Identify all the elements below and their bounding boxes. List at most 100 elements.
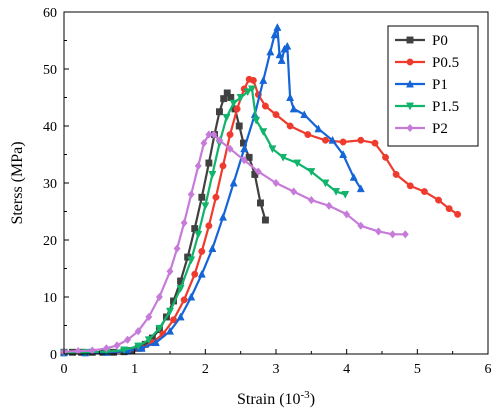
data-point-p0-5 <box>226 131 234 139</box>
data-point-p1-5 <box>165 307 175 316</box>
data-point-p1-5 <box>268 145 277 154</box>
data-point-p1-5 <box>279 153 288 162</box>
data-point-p0-5 <box>249 76 257 84</box>
series-p2 <box>60 130 409 356</box>
data-point-p0 <box>216 108 223 116</box>
data-point-p1-5 <box>176 285 185 293</box>
data-point-p2 <box>124 335 132 344</box>
data-point-p1-5 <box>321 179 330 188</box>
data-point-p1 <box>197 269 206 278</box>
data-point-p2 <box>401 230 409 239</box>
data-point-p1 <box>218 212 228 221</box>
data-point-p0 <box>235 122 243 130</box>
legend-box <box>387 25 479 147</box>
series-line-p0 <box>64 91 267 354</box>
data-point-p1 <box>240 144 249 153</box>
data-point-p0 <box>205 159 213 167</box>
series-p0 <box>60 89 269 356</box>
data-point-p0-5 <box>322 136 329 144</box>
data-point-p2 <box>102 344 110 353</box>
x-tick-label: 6 <box>485 362 492 377</box>
legend-item-p1: P1 <box>395 77 448 93</box>
data-point-p0-5 <box>205 222 213 230</box>
legend-marker <box>406 123 414 133</box>
data-point-p0-5 <box>272 111 280 119</box>
data-point-p0 <box>191 225 199 233</box>
data-point-p1 <box>137 343 146 352</box>
x-tick-label: 4 <box>343 362 350 377</box>
data-point-p2 <box>240 156 248 165</box>
data-point-p2 <box>205 130 213 139</box>
data-point-p0 <box>261 216 269 224</box>
data-point-p1 <box>208 244 217 252</box>
legend-label: P1 <box>432 77 448 93</box>
data-point-p0-5 <box>357 136 365 144</box>
data-point-p1-5 <box>155 324 164 333</box>
legend: P0 P0.5 P1 P1.5 P2 <box>387 25 479 147</box>
x-axis-label-suffix: ) <box>310 391 315 408</box>
data-point-p1-5 <box>120 346 129 355</box>
data-point-p0-5 <box>180 296 188 304</box>
data-point-p2 <box>389 230 397 239</box>
data-point-p1-5 <box>341 190 350 199</box>
y-axis-label: Sterss (MPa) <box>9 141 26 224</box>
y-tick-label: 0 <box>50 348 57 363</box>
y-tick-label: 10 <box>43 291 57 306</box>
y-tick-label: 20 <box>43 234 57 249</box>
legend-label: P2 <box>432 121 448 137</box>
data-point-p1-5 <box>332 188 341 196</box>
legend-item-p1-5: P1.5 <box>395 99 459 115</box>
legend-label: P0 <box>432 33 448 49</box>
x-tick-label: 0 <box>61 362 68 377</box>
data-point-p1 <box>286 93 295 101</box>
data-point-p2 <box>166 267 174 276</box>
data-point-p2 <box>307 195 315 205</box>
legend-marker <box>406 58 414 66</box>
data-point-p1-5 <box>134 342 143 351</box>
data-point-p2 <box>134 327 142 336</box>
data-point-p0-5 <box>191 270 199 278</box>
data-point-p2 <box>272 178 280 188</box>
data-point-p1-5 <box>243 88 252 97</box>
data-point-p1 <box>275 50 284 59</box>
data-point-p0-5 <box>286 122 294 130</box>
legend-label: P1.5 <box>432 99 459 115</box>
x-tick-label: 5 <box>414 362 421 377</box>
data-point-p1 <box>273 23 282 31</box>
data-point-p0 <box>198 193 206 201</box>
data-point-p1 <box>187 292 196 301</box>
data-point-p0 <box>227 94 235 101</box>
data-point-p0-5 <box>304 131 312 139</box>
x-axis-label-exponent: -3 <box>301 389 311 401</box>
data-point-p1-5 <box>293 159 302 168</box>
data-point-p1 <box>356 184 365 193</box>
y-tick-label: 40 <box>43 120 57 135</box>
x-tick-label: 2 <box>202 362 209 377</box>
data-point-p0-5 <box>435 196 442 204</box>
data-point-p2 <box>145 312 153 322</box>
legend-marker <box>405 102 415 111</box>
data-point-p1 <box>270 30 279 39</box>
data-point-p0-5 <box>170 316 177 324</box>
data-point-p1-5 <box>259 128 268 137</box>
data-point-p1 <box>289 104 298 113</box>
data-point-p0-5 <box>219 162 227 170</box>
data-point-p1 <box>314 124 323 133</box>
series-line-p1-5 <box>63 87 346 354</box>
x-tick-label: 1 <box>131 362 138 377</box>
data-point-p2 <box>215 136 223 145</box>
data-point-p1 <box>176 312 185 321</box>
legend-item-p0-5: P0.5 <box>395 55 459 71</box>
data-point-p0 <box>245 153 253 161</box>
data-point-p1 <box>266 47 275 56</box>
data-point-p0-5 <box>371 139 379 147</box>
data-point-p1-5 <box>229 99 238 108</box>
data-point-p2 <box>357 221 365 230</box>
series-line-p1 <box>64 26 362 354</box>
data-point-p1-5 <box>307 168 316 176</box>
data-point-p0 <box>220 95 228 103</box>
data-point-p1 <box>300 110 309 119</box>
data-point-p0-5 <box>420 188 428 196</box>
data-point-p2 <box>200 138 208 148</box>
